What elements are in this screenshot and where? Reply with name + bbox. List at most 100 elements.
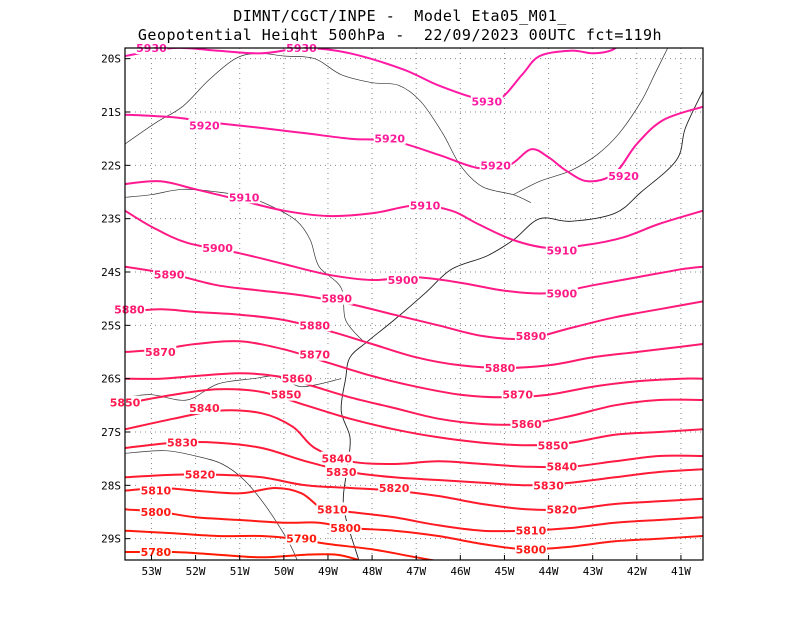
contour-label-bg [153, 267, 186, 281]
contour-label-5840: 5840 [321, 453, 352, 466]
contour-line-5830 [125, 441, 703, 487]
contour-label-5820: 5820 [546, 503, 577, 516]
contour-label-bg [139, 505, 172, 518]
contour-label-5900: 5900 [546, 287, 577, 300]
contour-label-bg [545, 502, 578, 516]
contour-label-5820: 5820 [185, 469, 216, 482]
lat-tick-label: 21S [101, 106, 121, 119]
contour-label-5890: 5890 [321, 293, 352, 306]
contour-label-5920: 5920 [608, 170, 639, 183]
lon-tick-label: 45W [495, 565, 515, 578]
contour-line-5840 [125, 409, 703, 469]
contour-label-bg [484, 361, 517, 374]
contour-line-5780 [125, 550, 360, 560]
contour-label-bg [532, 478, 565, 492]
lon-tick-label: 48W [362, 565, 382, 578]
contour-label-bg [281, 371, 314, 385]
contour-label-5840: 5840 [546, 461, 577, 474]
lon-tick-label: 52W [186, 565, 206, 578]
contour-label-bg [298, 318, 331, 332]
lon-tick-label: 46W [450, 565, 470, 578]
contour-label-5840: 5840 [189, 402, 220, 415]
contour-label-5910: 5910 [546, 245, 577, 258]
contour-label-bg [113, 302, 146, 316]
contour-label-5830: 5830 [167, 437, 198, 450]
contour-label-bg [470, 94, 503, 108]
contour-label-bg [316, 502, 349, 516]
contour-label-5900: 5900 [388, 274, 419, 287]
contour-label-5790: 5790 [286, 533, 317, 546]
lat-tick-label: 29S [101, 533, 121, 546]
contour-label-5890: 5890 [516, 330, 547, 343]
height-contours [125, 48, 703, 560]
map-title-line-1: DIMNT/CGCT/INPE - Model Eta05_M01_ [233, 7, 567, 25]
lon-tick-label: 47W [406, 565, 426, 578]
contour-label-5910: 5910 [410, 199, 441, 212]
contour-label-bg [501, 387, 534, 401]
lat-tick-label: 20S [101, 53, 121, 66]
contour-line-5890 [125, 265, 703, 341]
contour-label-5890: 5890 [154, 269, 185, 282]
contour-label-bg [228, 190, 261, 204]
contour-label-bg [479, 158, 512, 172]
lon-tick-label: 42W [627, 565, 647, 578]
contour-label-5800: 5800 [330, 522, 361, 535]
contour-label-5810: 5810 [317, 503, 348, 516]
contour-label-5910: 5910 [229, 191, 260, 204]
contour-label-bg [607, 169, 640, 182]
contour-label-bg [514, 542, 547, 556]
contour-line-5820 [125, 473, 703, 511]
contour-labels: 5930 593059305920592059205920591059105910… [109, 41, 640, 559]
contour-line-5880 [125, 308, 703, 370]
contour-label-bg [373, 131, 406, 145]
contour-label-5870: 5870 [502, 389, 533, 402]
contour-label-bg [545, 243, 578, 257]
contour-label-5830: 5830 [533, 479, 564, 492]
contour-label-bg [325, 465, 358, 478]
contour-label-bg [298, 347, 331, 361]
contour-label-5860: 5860 [511, 418, 542, 431]
contour-label-bg [144, 345, 177, 358]
state-border [125, 188, 364, 342]
lat-tick-label: 24S [101, 266, 121, 279]
contour-label-bg [184, 467, 217, 481]
contour-label-bg [188, 118, 221, 132]
contour-label-5900: 5900 [202, 242, 233, 255]
contour-label-5920: 5920 [189, 119, 220, 132]
state-border [125, 52, 532, 204]
contour-label-bg [386, 273, 419, 286]
contour-label-5810: 5810 [141, 485, 172, 498]
lat-tick-label: 26S [101, 373, 121, 386]
contour-label-5870: 5870 [299, 349, 330, 362]
contour-label-bg [320, 451, 353, 465]
contour-label-bg [139, 483, 172, 497]
state-border [125, 375, 342, 401]
contour-label-bg [329, 521, 362, 534]
contour-line-5850 [129, 388, 703, 447]
lon-tick-label: 43W [583, 565, 603, 578]
contour-label-bg [409, 198, 442, 212]
contour-label-bg [378, 481, 411, 494]
contour-label-5920: 5920 [374, 133, 405, 146]
contour-label-bg [166, 435, 199, 449]
lon-tick-label: 53W [142, 565, 162, 578]
contour-label-bg [139, 545, 172, 558]
lon-tick-label: 50W [274, 565, 294, 578]
map-frame [124, 47, 704, 561]
contour-line-5870 [125, 340, 703, 399]
contour-label-bg [510, 417, 543, 430]
contour-line-5810 [125, 486, 703, 533]
contour-line-5800 [125, 508, 703, 551]
map-title-line-2: Geopotential Height 500hPa - 22/09/2023 … [137, 26, 663, 44]
lon-tick-label: 51W [230, 565, 250, 578]
lat-tick-label: 28S [101, 479, 121, 492]
contour-label-5870: 5870 [145, 346, 176, 359]
lat-tick-label: 25S [101, 319, 121, 332]
contour-label-5820: 5820 [379, 482, 410, 495]
contour-label-5810: 5810 [516, 525, 547, 538]
contour-label-5930: 5930 [471, 95, 502, 108]
contour-label-5920: 5920 [480, 159, 511, 172]
contour-label-5880: 5880 [485, 362, 516, 375]
contour-label-bg [320, 291, 353, 305]
